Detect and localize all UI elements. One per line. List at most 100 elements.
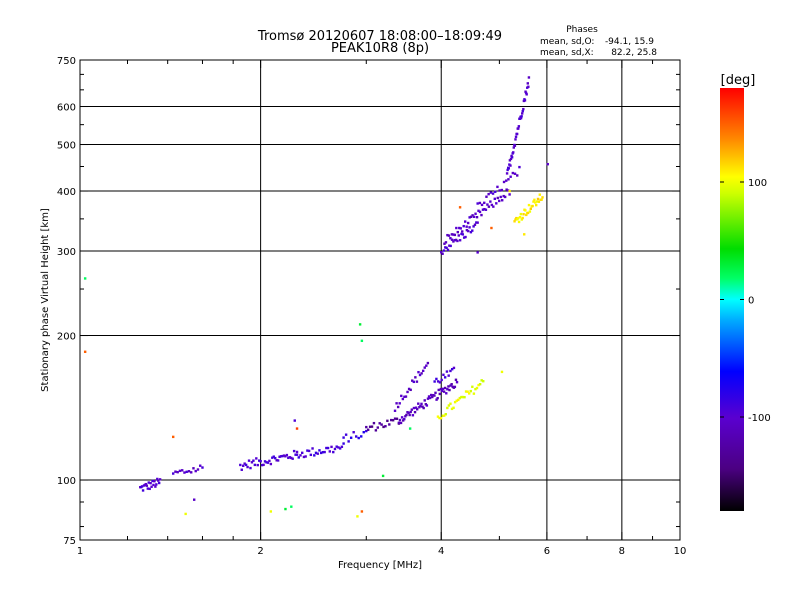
y-tick-label: 500 — [57, 141, 76, 152]
data-point — [439, 387, 443, 391]
data-point — [471, 385, 474, 388]
data-point — [469, 230, 473, 234]
data-point — [476, 251, 479, 254]
data-point — [314, 451, 318, 455]
data-point — [337, 446, 340, 449]
data-point — [404, 395, 408, 398]
data-point — [483, 207, 486, 211]
y-axis-label: Stationary phase Virtual Height [km] — [40, 208, 51, 392]
data-point — [420, 402, 423, 406]
data-point — [440, 378, 443, 382]
data-point — [452, 233, 455, 236]
data-point — [441, 252, 444, 255]
data-point — [477, 209, 480, 212]
data-point — [520, 115, 523, 118]
data-point — [421, 369, 425, 373]
data-point — [199, 464, 202, 467]
data-point — [519, 212, 523, 216]
data-point — [467, 392, 471, 395]
data-point — [295, 450, 299, 454]
data-point — [240, 468, 243, 471]
data-point — [447, 385, 450, 388]
data-point — [460, 232, 463, 236]
data-point — [424, 403, 428, 406]
data-point — [409, 410, 412, 414]
data-point — [433, 394, 436, 397]
data-point — [415, 380, 419, 383]
data-point — [450, 383, 453, 386]
data-point — [538, 193, 542, 196]
data-point — [520, 112, 524, 115]
data-point — [340, 445, 344, 448]
data-point — [174, 470, 177, 473]
data-point — [455, 380, 459, 384]
data-point — [401, 397, 405, 401]
data-point — [285, 453, 289, 457]
data-point — [460, 395, 463, 399]
data-point — [378, 422, 381, 425]
data-point — [520, 218, 523, 221]
data-point — [517, 125, 521, 128]
data-point — [149, 481, 152, 485]
data-point — [465, 228, 469, 232]
colorbar-ticks: 100 0 -100 — [720, 178, 771, 424]
data-point — [480, 203, 484, 207]
data-point — [201, 466, 204, 469]
data-point — [493, 197, 496, 201]
data-point — [306, 449, 309, 452]
data-point — [487, 192, 490, 196]
data-point — [426, 397, 430, 400]
data-point — [418, 373, 422, 377]
stats-heading: Phases — [566, 25, 598, 35]
data-point — [176, 470, 179, 474]
data-point — [454, 238, 458, 242]
data-point — [429, 393, 433, 397]
data-point — [475, 221, 478, 224]
data-point — [438, 381, 442, 384]
data-point — [407, 387, 411, 391]
data-point — [423, 399, 426, 402]
data-point — [263, 460, 267, 463]
data-point — [333, 447, 337, 451]
data-point — [529, 207, 532, 210]
data-point — [408, 427, 412, 430]
data-point — [524, 90, 527, 93]
data-point — [397, 421, 401, 424]
data-point — [439, 416, 443, 420]
stats-o-values: -94.1, 15.9 — [605, 37, 654, 47]
y-tick-label: 400 — [57, 187, 76, 198]
data-point — [172, 435, 175, 439]
data-point — [437, 388, 440, 392]
data-point — [502, 194, 505, 198]
data-point — [435, 398, 438, 401]
data-point — [409, 388, 412, 392]
data-point — [319, 451, 323, 455]
data-point — [386, 419, 389, 423]
data-point — [521, 216, 524, 220]
data-point — [541, 196, 544, 199]
data-point — [185, 470, 188, 474]
data-point — [519, 116, 523, 120]
data-point — [469, 389, 472, 393]
data-point — [445, 370, 449, 373]
data-point — [509, 157, 513, 161]
grid-lines — [80, 60, 680, 540]
data-point — [156, 477, 159, 481]
y-tick-label: 75 — [63, 536, 76, 547]
data-point — [521, 109, 524, 113]
data-point — [481, 208, 485, 211]
data-point — [465, 225, 468, 228]
data-point — [436, 415, 440, 418]
data-point — [455, 399, 458, 402]
data-point — [438, 416, 441, 420]
data-point — [370, 425, 374, 428]
data-point — [472, 215, 476, 219]
data-point — [384, 425, 387, 428]
data-point — [154, 485, 157, 488]
data-point — [477, 383, 480, 387]
data-point — [325, 446, 328, 450]
stats-x-label: mean, sd,X: — [540, 48, 594, 58]
data-point — [265, 461, 268, 464]
data-point — [444, 246, 447, 249]
data-point — [525, 213, 528, 217]
